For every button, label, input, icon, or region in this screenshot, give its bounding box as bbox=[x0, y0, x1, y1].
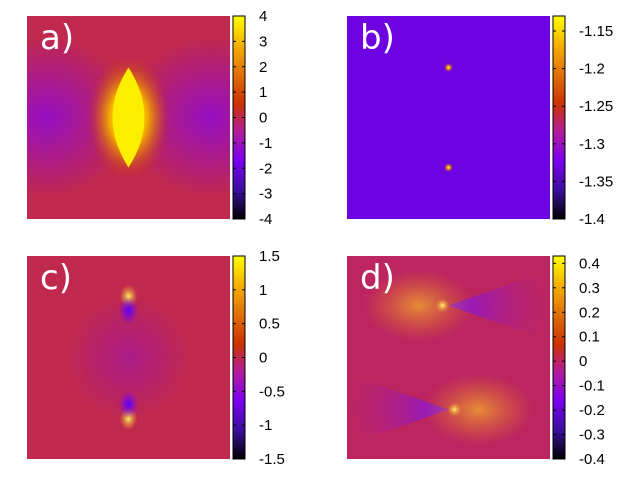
hot-spot bbox=[435, 298, 450, 313]
heatmap-field bbox=[27, 256, 230, 459]
point-source bbox=[443, 162, 454, 173]
colorbar bbox=[552, 255, 566, 460]
heatmap-panel-1: a) 4 3 2 1 0 -1 -2 -3 -4 bbox=[27, 8, 272, 228]
colorbar-tick-label: 1.5 bbox=[259, 248, 280, 265]
colorbar-tick-label: -1.15 bbox=[579, 23, 613, 40]
colorbar-tick-label: 0.3 bbox=[579, 280, 600, 297]
colorbar-tick-label: -0.1 bbox=[579, 378, 605, 395]
panel-label: c) bbox=[40, 258, 72, 298]
heatmap-panel-3: c) 1.5 1 0.5 0 -0.5 -1 -1.5 bbox=[27, 248, 285, 468]
colorbar-tick-label: -0.5 bbox=[259, 383, 285, 400]
panel-label: d) bbox=[360, 258, 395, 298]
negative-lobe bbox=[348, 374, 449, 445]
colorbar-tick-label: 1 bbox=[259, 84, 267, 101]
colorbar-tick-label: 1 bbox=[259, 282, 267, 299]
positive-lobe bbox=[363, 269, 474, 342]
colorbar-tick-label: -2 bbox=[259, 160, 272, 177]
heatmap-background bbox=[347, 16, 550, 219]
colorbar-tick-label: 0 bbox=[259, 110, 267, 127]
panel-label: b) bbox=[360, 18, 395, 58]
colorbar-tick-label: -1.35 bbox=[579, 173, 613, 190]
cold-spot bbox=[118, 390, 139, 419]
colorbar bbox=[552, 15, 566, 220]
colorbar-tick-label: -1.2 bbox=[579, 61, 605, 78]
heatmap-panel-4: d) 0.4 0.3 0.2 0.1 0 -0.1 -0.2 -0.3 -0.4 bbox=[347, 255, 605, 468]
colorbar-tick-label: 0 bbox=[259, 350, 267, 367]
colorbar-tick-label: 0.1 bbox=[579, 329, 600, 346]
colorbar-tick-label: -1 bbox=[259, 417, 272, 434]
point-source bbox=[443, 62, 454, 73]
colorbar-tick-label: -3 bbox=[259, 186, 272, 203]
hot-spot bbox=[447, 402, 462, 417]
colorbar-tick-label: -0.2 bbox=[579, 402, 605, 419]
colorbar-tick-label: 3 bbox=[259, 33, 267, 50]
colorbar-tick-label: 0.5 bbox=[259, 316, 280, 333]
colorbar-tick-label: -0.3 bbox=[579, 427, 605, 444]
colorbar-tick-label: 2 bbox=[259, 59, 267, 76]
heatmap-field bbox=[347, 256, 550, 459]
negative-lobe bbox=[448, 270, 549, 341]
colorbar-tick-label: -1.5 bbox=[259, 451, 285, 468]
colorbar-tick-label: -1.25 bbox=[579, 98, 613, 115]
cold-spot bbox=[118, 296, 139, 325]
colorbar-tick-label: 0 bbox=[579, 353, 587, 370]
colorbar-tick-label: 0.4 bbox=[579, 255, 600, 272]
colorbar-tick-label: -1.3 bbox=[579, 136, 605, 153]
colorbar-tick-label: 4 bbox=[259, 8, 267, 25]
colorbar-tick-label: -0.4 bbox=[579, 451, 605, 468]
colorbar-tick-label: -4 bbox=[259, 211, 272, 228]
colorbar-tick-label: 0.2 bbox=[579, 304, 600, 321]
colorbar-tick-label: -1 bbox=[259, 135, 272, 152]
colorbar-tick-label: -1.4 bbox=[579, 211, 605, 228]
heatmap-field bbox=[347, 16, 550, 219]
heatmap-panel-2: b) -1.15 -1.2 -1.25 -1.3 -1.35 -1.4 bbox=[347, 15, 613, 228]
lens-core bbox=[112, 67, 145, 168]
heatmap-field bbox=[27, 16, 230, 219]
inner-region bbox=[66, 295, 191, 420]
positive-lobe bbox=[423, 373, 534, 446]
panel-label: a) bbox=[40, 18, 74, 58]
